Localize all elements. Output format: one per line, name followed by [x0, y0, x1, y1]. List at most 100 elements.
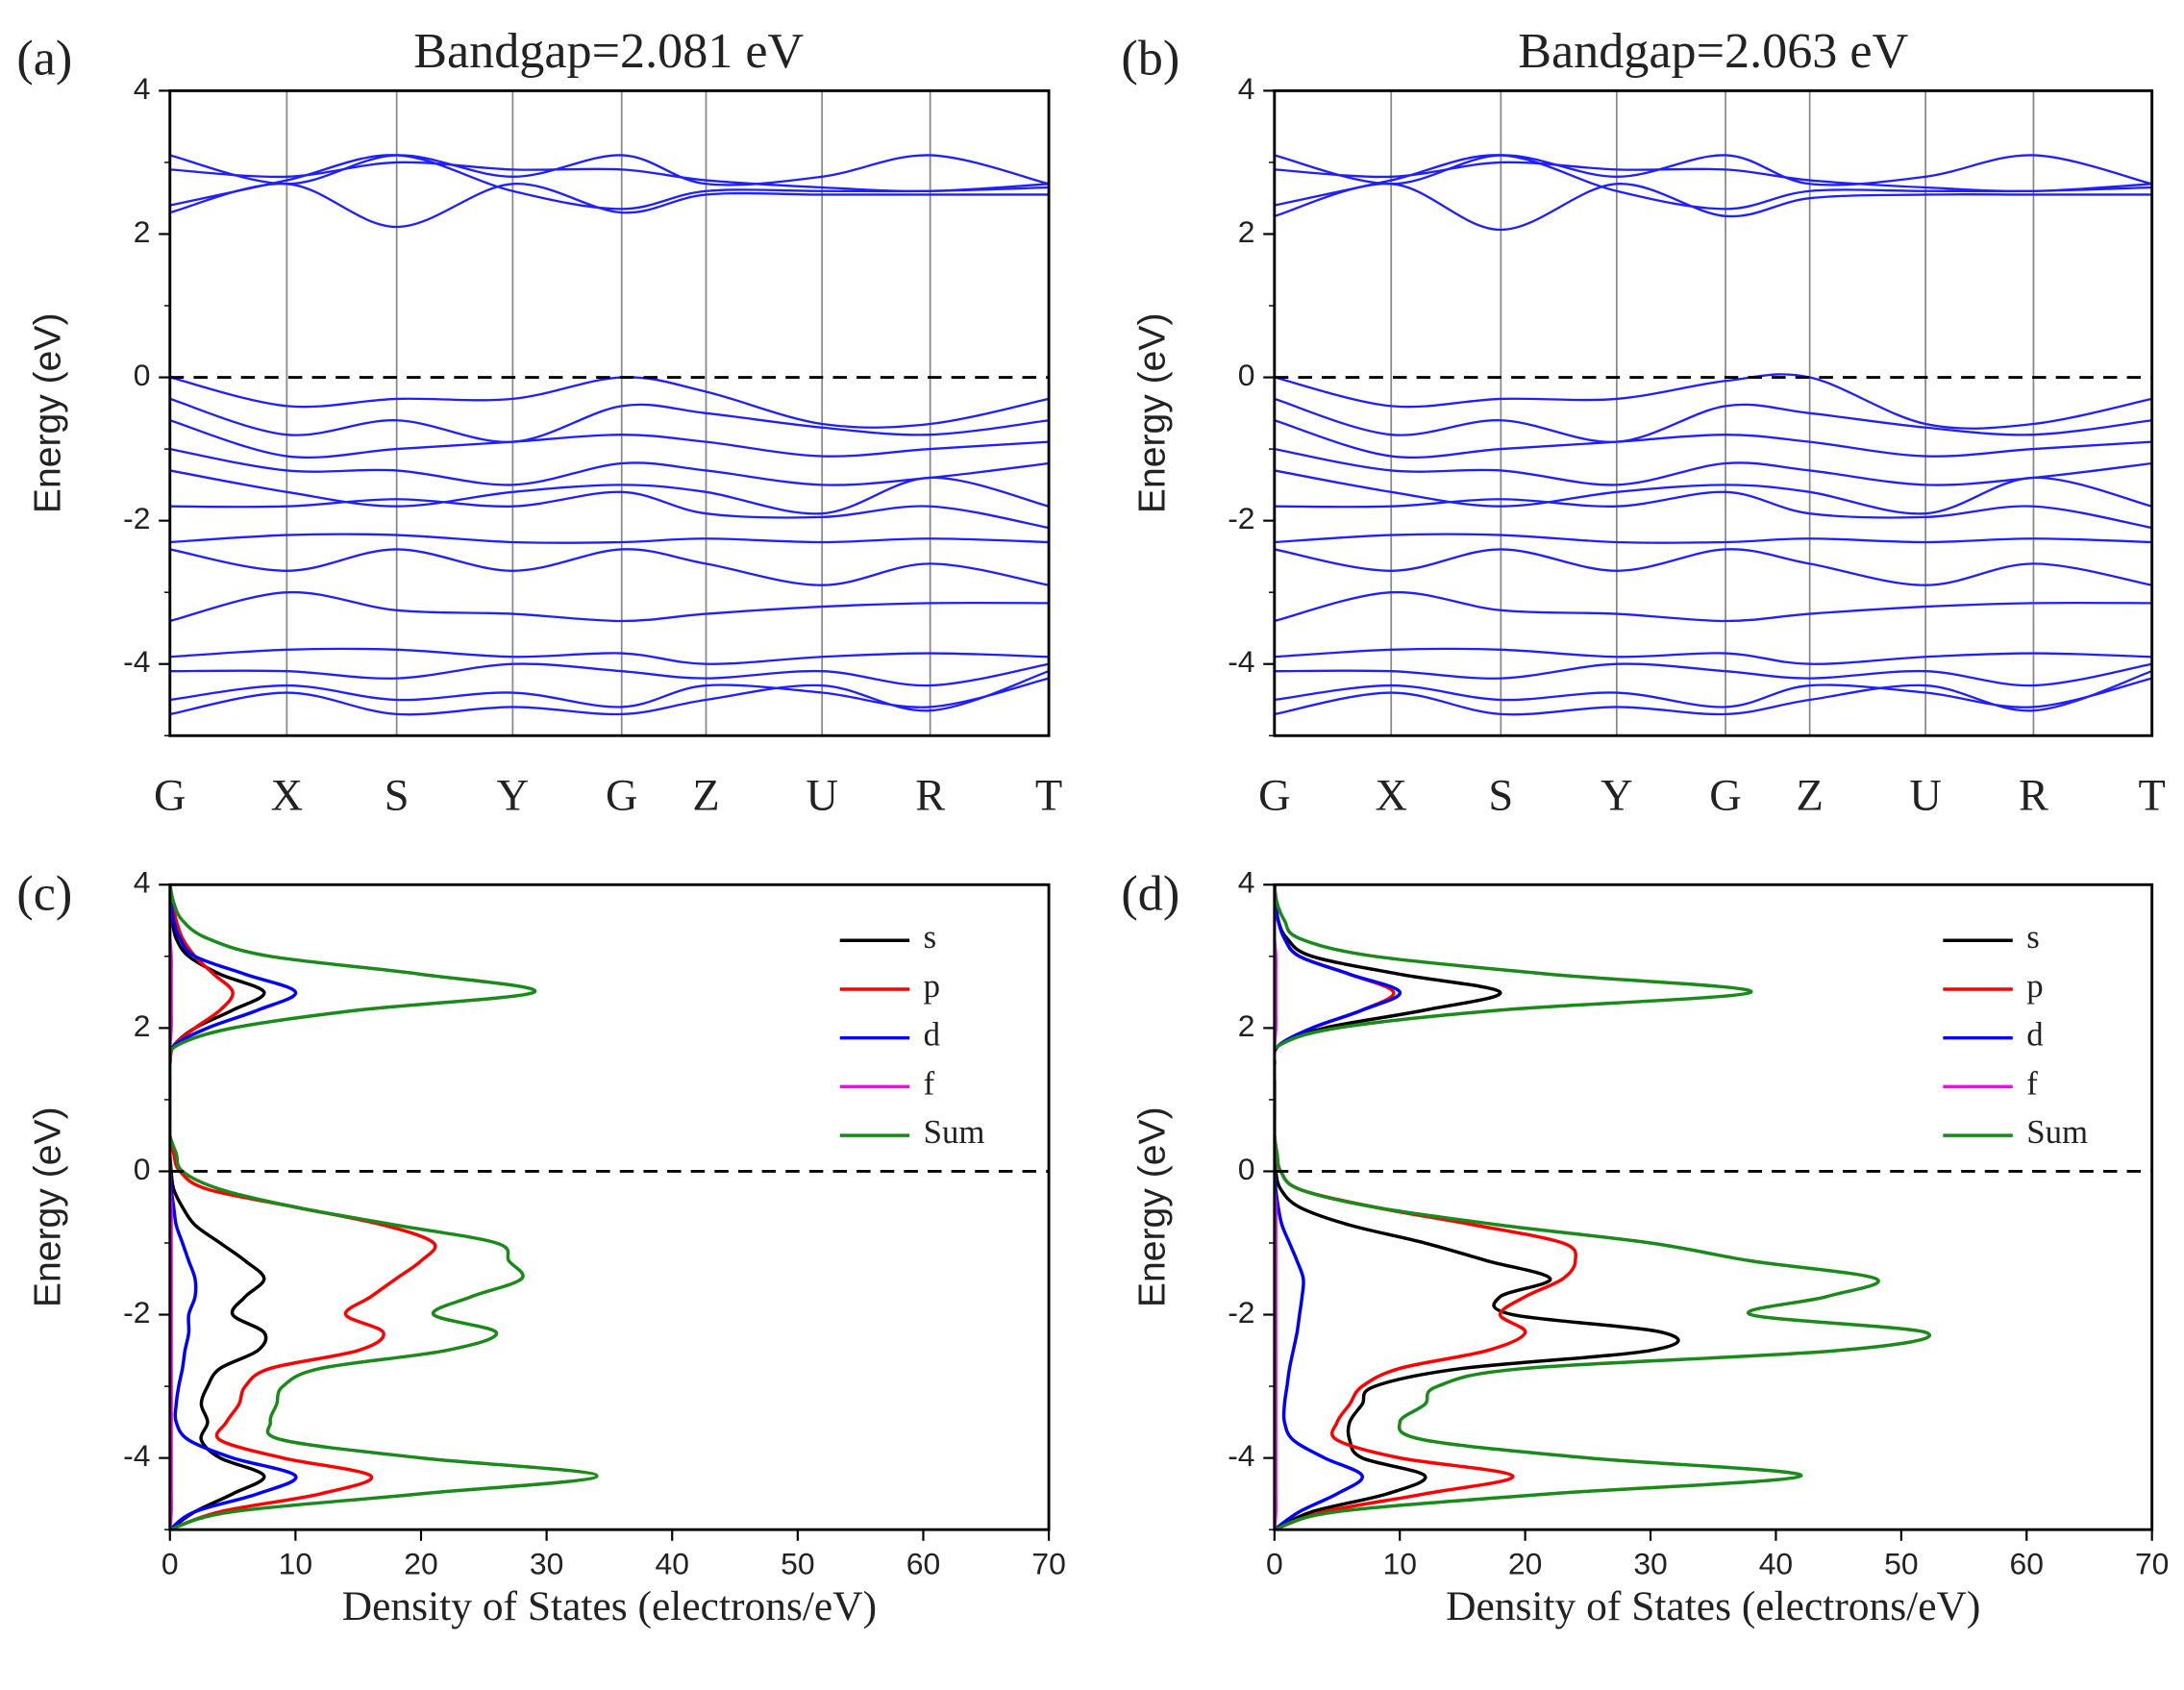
x-tick-label: 60 — [906, 1546, 940, 1580]
legend-label: d — [2026, 1016, 2043, 1054]
x-tick-label: X — [271, 772, 303, 821]
x-tick-label: R — [915, 772, 945, 821]
dos-curve — [1274, 884, 1932, 1530]
chart-title: Bandgap=2.081 eV — [413, 24, 804, 79]
y-axis-label: Energy (eV) — [27, 312, 68, 513]
band — [169, 590, 1050, 623]
x-tick-label: 50 — [1884, 1546, 1918, 1580]
band — [169, 419, 1050, 460]
plot-area — [1274, 884, 1932, 1530]
x-tick-label: U — [1909, 772, 1941, 821]
legend-label: Sum — [2026, 1113, 2088, 1151]
band — [1274, 469, 2152, 515]
x-tick-label: Z — [1796, 772, 1823, 821]
legend-label: d — [924, 1016, 940, 1054]
band — [1274, 647, 2152, 665]
y-tick-label: -2 — [123, 501, 150, 535]
legend-label: s — [924, 918, 937, 956]
panel-label: (c) — [16, 867, 72, 922]
y-tick-label: 0 — [1238, 358, 1255, 392]
x-tick-label: G — [154, 772, 186, 821]
y-tick-label: -2 — [1228, 501, 1254, 535]
x-axis-label: Density of States (electrons/eV) — [342, 1583, 877, 1629]
legend-label: s — [2026, 918, 2040, 956]
plot-area — [169, 90, 1050, 736]
x-tick-label: 40 — [1759, 1546, 1793, 1580]
x-tick-label: 20 — [1508, 1546, 1542, 1580]
x-tick-label: 10 — [1383, 1546, 1417, 1580]
band — [169, 161, 1050, 192]
panel-label: (d) — [1121, 867, 1179, 922]
y-tick-label: 2 — [134, 1008, 151, 1043]
plot-frame — [168, 882, 1051, 1531]
x-tick-label: 30 — [1633, 1546, 1667, 1580]
legend-label: p — [924, 967, 940, 1005]
band — [1274, 670, 2152, 716]
x-tick-label: 70 — [2135, 1546, 2169, 1580]
legend-label: f — [2026, 1064, 2038, 1102]
x-tick-label: S — [1488, 772, 1513, 821]
band — [1274, 590, 2152, 623]
y-tick-label: 4 — [134, 71, 151, 106]
band — [169, 376, 1050, 429]
chart-title: Bandgap=2.063 eV — [1518, 24, 1908, 79]
x-tick-label: 0 — [1266, 1546, 1283, 1580]
band — [1274, 548, 2152, 586]
y-tick-label: -4 — [123, 644, 150, 679]
y-tick-label: 0 — [134, 1152, 151, 1186]
plot-area — [1274, 90, 2152, 736]
y-tick-label: 2 — [1238, 214, 1255, 249]
band — [169, 647, 1050, 665]
y-tick-label: 2 — [134, 214, 151, 249]
y-tick-label: -4 — [1228, 1438, 1254, 1473]
plot-frame — [168, 88, 1051, 737]
y-tick-label: 4 — [134, 865, 151, 900]
y-tick-label: -2 — [1228, 1295, 1254, 1330]
x-tick-label: Y — [1601, 772, 1632, 821]
x-tick-label: R — [2019, 772, 2048, 821]
y-tick-label: -4 — [123, 1438, 150, 1473]
x-tick-label: T — [1035, 772, 1062, 821]
plot-frame — [1273, 882, 2154, 1531]
dos-curve — [1274, 884, 1577, 1530]
x-tick-label: G — [1258, 772, 1290, 821]
x-tick-label: Z — [692, 772, 719, 821]
band — [1274, 397, 2152, 443]
x-axis-label: Density of States (electrons/eV) — [1446, 1583, 1980, 1629]
x-tick-label: 60 — [2010, 1546, 2044, 1580]
band — [169, 662, 1050, 687]
y-axis-label: Energy (eV) — [1132, 312, 1174, 513]
legend-label: f — [924, 1064, 935, 1102]
band — [169, 677, 1050, 708]
x-tick-label: 50 — [781, 1546, 814, 1580]
band — [1274, 490, 2152, 530]
x-tick-label: 70 — [1031, 1546, 1065, 1580]
dos-curve — [169, 884, 298, 1530]
dos-curve — [1274, 884, 1402, 1530]
x-tick-label: S — [385, 772, 410, 821]
y-tick-label: 4 — [1238, 71, 1255, 106]
band — [1274, 533, 2152, 544]
panel-label: (a) — [16, 31, 72, 86]
y-axis-label: Energy (eV) — [27, 1106, 68, 1307]
legend-label: p — [2026, 967, 2043, 1005]
x-tick-label: 40 — [656, 1546, 689, 1580]
band — [169, 183, 1050, 229]
band — [1274, 677, 2152, 708]
panel-label: (b) — [1121, 31, 1179, 86]
plot-area — [169, 884, 599, 1530]
dos-curve — [169, 884, 268, 1530]
x-tick-label: 0 — [161, 1546, 179, 1580]
band — [169, 469, 1050, 515]
x-tick-label: G — [606, 772, 637, 821]
x-tick-label: X — [1375, 772, 1406, 821]
y-tick-label: 0 — [134, 358, 151, 392]
band — [169, 533, 1050, 544]
x-tick-label: 20 — [404, 1546, 437, 1580]
x-tick-label: U — [806, 772, 837, 821]
band — [169, 397, 1050, 443]
y-tick-label: 0 — [1238, 1152, 1255, 1186]
band — [1274, 154, 2152, 186]
